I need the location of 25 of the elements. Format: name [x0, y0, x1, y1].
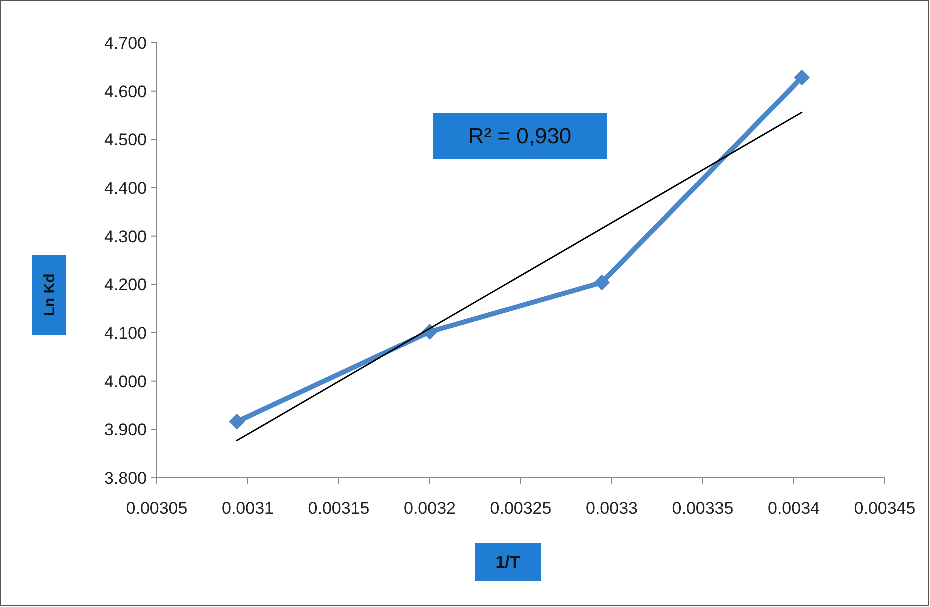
- point: [594, 274, 610, 291]
- y-tick-label: 3.900: [104, 420, 147, 440]
- y-tick-label: 4.300: [104, 227, 147, 246]
- x-tick-label: 0.0033: [586, 499, 638, 518]
- x-tick-label: 0.0031: [222, 499, 274, 518]
- x-tick-label: 0.00345: [854, 499, 916, 518]
- y-tick-label: 4.600: [104, 82, 147, 102]
- y-tick-label: 3.800: [104, 468, 147, 488]
- x-tick-label: 0.00325: [490, 499, 552, 518]
- y-tick-label: 4.200: [104, 276, 147, 295]
- x-tick-label: 0.0034: [768, 499, 820, 518]
- y-axis-title: Ln Kd: [41, 274, 58, 316]
- y-tick-label: 4.700: [104, 34, 147, 53]
- x-tick-label: 0.00335: [672, 499, 734, 518]
- x-tick-label: 0.00305: [126, 499, 188, 518]
- y-tick-label: 4.000: [104, 372, 147, 392]
- x-axis-title: 1/T: [496, 552, 521, 572]
- annotation: R² = 0,930: [468, 124, 572, 149]
- point: [794, 70, 810, 86]
- x-tick-label: 0.0032: [404, 499, 456, 518]
- x-tick-label: 0.00315: [308, 499, 370, 518]
- y-tick-label: 4.500: [104, 130, 147, 150]
- point: [229, 414, 246, 430]
- y-tick-label: 4.400: [104, 178, 147, 198]
- y-tick-label: 4.100: [104, 324, 147, 343]
